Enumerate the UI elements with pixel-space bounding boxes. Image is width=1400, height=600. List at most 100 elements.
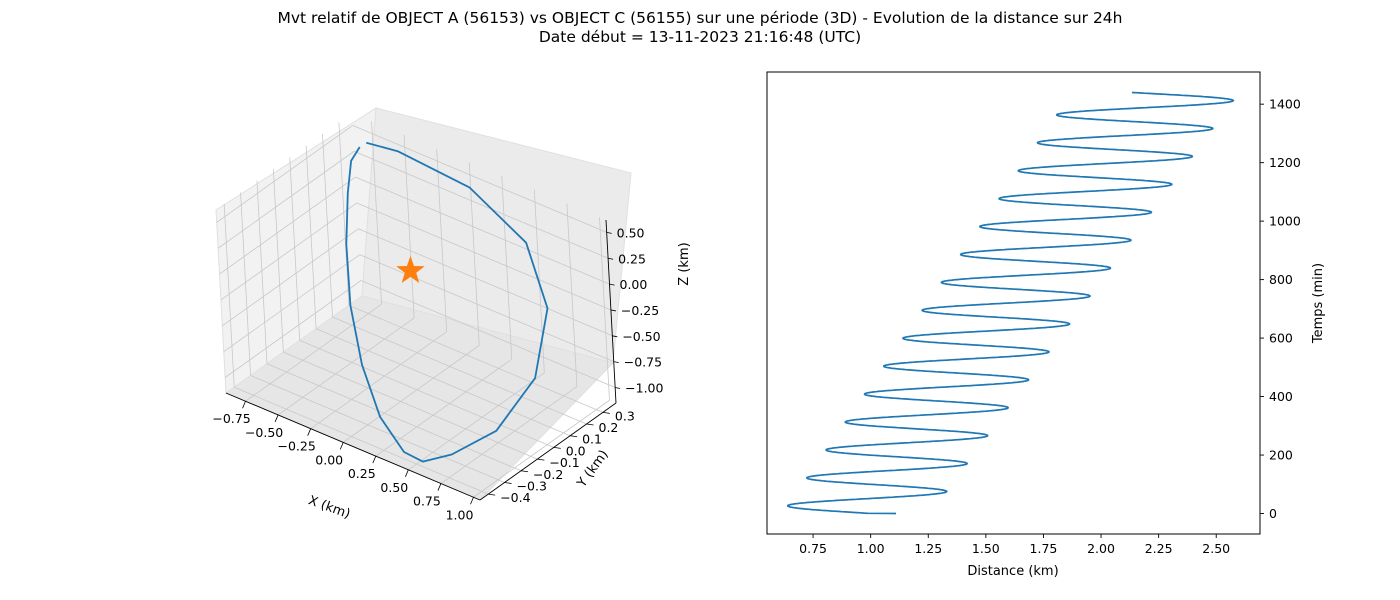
x-tick-label: 2.00 bbox=[1087, 541, 1115, 556]
y-tick-label: −0.2 bbox=[533, 467, 563, 482]
grid-line-z bbox=[360, 280, 616, 388]
z-tick bbox=[610, 309, 616, 312]
trajectory-line bbox=[345, 141, 549, 463]
grid-line-z bbox=[217, 150, 355, 249]
grid-line-x bbox=[310, 331, 447, 429]
grid-line-y bbox=[299, 340, 554, 448]
grid-line-z bbox=[219, 176, 356, 275]
x-tick bbox=[242, 401, 246, 409]
z-tick-label: 0.25 bbox=[618, 251, 646, 266]
grid-line-z bbox=[224, 280, 362, 378]
y-tick bbox=[488, 493, 496, 496]
z-tick-label: −0.75 bbox=[624, 355, 662, 370]
distance-series bbox=[786, 91, 1235, 515]
grid-line-x bbox=[277, 317, 415, 416]
x-tick-label: 1.25 bbox=[914, 541, 942, 556]
x-tick-label: 0.50 bbox=[380, 480, 408, 495]
y-tick bbox=[537, 458, 545, 461]
grid-line-x bbox=[501, 176, 513, 360]
x-tick-label: 1.00 bbox=[857, 541, 885, 556]
grid-line-x bbox=[342, 345, 480, 443]
grid-line-x bbox=[436, 148, 448, 332]
y-tick bbox=[520, 470, 529, 473]
y-tick bbox=[504, 482, 512, 484]
y-tick-label: −0.3 bbox=[517, 478, 547, 493]
x-tick bbox=[470, 497, 474, 505]
y-tick-label: −0.4 bbox=[500, 490, 530, 505]
grid-line-y bbox=[332, 316, 587, 425]
grid-line-z bbox=[352, 125, 607, 233]
axes-3d: −0.75−0.50−0.250.000.250.500.751.00−0.4−… bbox=[212, 219, 664, 522]
x-tick bbox=[339, 442, 344, 450]
figure-title-line1: Mvt relatif de OBJECT A (56153) vs OBJEC… bbox=[277, 9, 1123, 27]
x-tick bbox=[307, 428, 312, 436]
x-tick-label: 0.00 bbox=[315, 452, 343, 467]
x-tick-label: 0.75 bbox=[413, 494, 441, 509]
x-tick bbox=[404, 469, 409, 477]
y-tick bbox=[586, 423, 594, 426]
y-axis-label: Temps (min) bbox=[1311, 263, 1326, 344]
x-tick-label: 0.75 bbox=[799, 541, 827, 556]
y-tick bbox=[553, 447, 561, 449]
x-tick-label: 2.25 bbox=[1145, 541, 1173, 556]
distance-line bbox=[786, 91, 1235, 515]
z-tick-label: 0.00 bbox=[620, 277, 648, 292]
pane-back bbox=[215, 107, 632, 501]
grid-line-x bbox=[408, 372, 545, 471]
y-tick-label: 0.2 bbox=[599, 420, 619, 435]
grid-line-z bbox=[358, 228, 613, 337]
x-axis-line bbox=[225, 392, 481, 501]
z-tick bbox=[606, 232, 612, 234]
grid-line-z bbox=[359, 254, 614, 363]
grid-line-x bbox=[468, 162, 480, 346]
y-tick-label: −0.1 bbox=[549, 455, 579, 470]
x-tick-label: 1.75 bbox=[1030, 541, 1058, 556]
y-tick-label: 1200 bbox=[1269, 155, 1301, 170]
z-tick bbox=[612, 335, 618, 338]
grid-line-z bbox=[222, 228, 359, 327]
ticks-2d: 0.75 1.00 1.25 1.50 1.75 2.00 2.25 2.50 0 200 400 6… bbox=[799, 97, 1301, 556]
x-tick bbox=[437, 483, 442, 491]
y-tick-label: 1000 bbox=[1269, 214, 1301, 229]
z-axis-line bbox=[605, 219, 617, 404]
grid-line-z bbox=[353, 150, 609, 259]
plot-area-frame bbox=[766, 71, 1261, 535]
grid-line-y bbox=[322, 134, 333, 318]
grid-line-y bbox=[289, 157, 301, 341]
origin-star-marker bbox=[396, 255, 425, 283]
trajectory-3d bbox=[345, 141, 549, 463]
grid-line-y bbox=[338, 122, 350, 306]
grid-line-y bbox=[305, 145, 317, 329]
x-tick bbox=[372, 455, 377, 464]
y-tick bbox=[570, 435, 578, 438]
grid-line-y bbox=[348, 304, 604, 413]
z-tick-label: −0.50 bbox=[622, 329, 660, 344]
x-tick-label: −0.25 bbox=[278, 439, 316, 454]
z-tick-label: −1.00 bbox=[625, 380, 663, 395]
y-tick-label: 800 bbox=[1269, 272, 1293, 287]
z-tick-label: 0.50 bbox=[617, 225, 645, 240]
y-tick-label: 1400 bbox=[1269, 97, 1301, 112]
z-tick bbox=[613, 361, 619, 364]
y-axis-line bbox=[479, 402, 617, 501]
grid-line-y bbox=[266, 363, 522, 472]
x-axis-label: Distance (km) bbox=[967, 564, 1058, 579]
grid-line-x bbox=[375, 358, 513, 457]
figure-title-line2: Date début = 13-11-2023 21:16:48 (UTC) bbox=[538, 28, 862, 46]
x-tick-label: 1.50 bbox=[972, 541, 1000, 556]
grid-line-z bbox=[216, 125, 353, 223]
x-tick-label: 2.50 bbox=[1202, 541, 1230, 556]
grid-line-x bbox=[599, 217, 610, 401]
x-tick-label: −0.50 bbox=[245, 425, 283, 440]
grid-line-z bbox=[220, 202, 358, 301]
grid-line-x bbox=[245, 303, 382, 402]
grid-line-z bbox=[356, 202, 612, 311]
y-tick-label: 0 bbox=[1269, 506, 1277, 521]
grid-line-x bbox=[403, 134, 415, 318]
grid-line-y bbox=[256, 180, 268, 364]
y-tick-label: 0.0 bbox=[566, 443, 586, 458]
x-tick-label: 0.25 bbox=[348, 466, 376, 481]
